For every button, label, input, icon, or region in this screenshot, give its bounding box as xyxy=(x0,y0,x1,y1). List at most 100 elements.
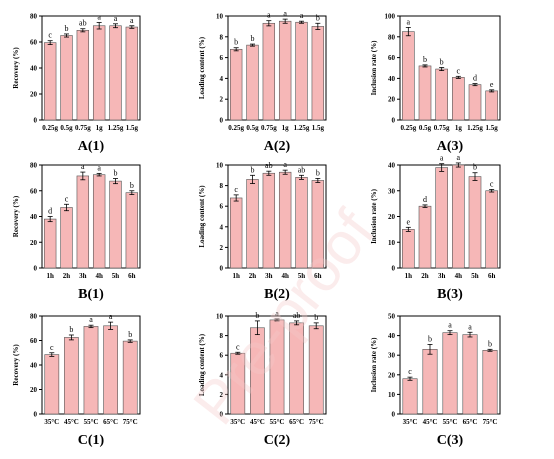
y-tick-label: 2 xyxy=(220,391,224,399)
bar xyxy=(402,31,415,121)
bar xyxy=(43,42,57,121)
x-tick-label: 1g xyxy=(455,124,463,132)
y-tick-label: 0 xyxy=(392,117,396,125)
bar xyxy=(485,190,498,269)
y-axis-label: Recovery (%) xyxy=(12,195,20,237)
significance-letter: b xyxy=(130,181,134,190)
bar xyxy=(44,354,60,415)
x-tick-label: 55°C xyxy=(270,418,285,426)
bar xyxy=(311,26,325,121)
significance-letter: c xyxy=(490,179,494,188)
y-tick-label: 0 xyxy=(392,265,396,273)
y-tick-label: 30 xyxy=(388,187,396,195)
bar xyxy=(76,29,90,121)
bar xyxy=(468,176,482,269)
significance-letter: b xyxy=(314,313,318,322)
significance-letter: b xyxy=(114,169,118,178)
x-tick-label: 0.25g xyxy=(400,124,416,132)
significance-letter: b xyxy=(488,339,492,348)
y-tick-label: 40 xyxy=(30,65,38,73)
significance-letter: b xyxy=(251,34,255,43)
bar xyxy=(246,179,259,269)
significance-letter: d xyxy=(473,74,477,83)
bar xyxy=(229,48,243,121)
x-tick-label: 1h xyxy=(46,272,54,280)
panel-B3: 0 10 20 30 40 Inclusion rate (%) e 1h d 2h a 3h a 4h b… xyxy=(370,153,501,302)
y-axis-label: Loading content (%) xyxy=(198,36,206,99)
bar xyxy=(462,334,478,415)
x-tick-label: 1.5g xyxy=(126,124,139,132)
panel-B1: 0 20 40 60 80 Recovery (%) d 1h c 2h a 3h a 4h b 5h b 6h B… xyxy=(12,162,141,302)
y-tick-label: 6 xyxy=(220,54,224,62)
x-tick-label: 0.75g xyxy=(75,124,91,132)
x-tick-label: 35°C xyxy=(44,418,59,426)
bar xyxy=(468,84,482,121)
significance-letter: a xyxy=(130,16,134,25)
y-tick-label: 30 xyxy=(388,352,396,360)
x-tick-label: 45°C xyxy=(64,418,79,426)
y-axis-label: Recovery (%) xyxy=(12,47,20,89)
y-tick-label: 0 xyxy=(34,265,38,273)
y-tick-label: 10 xyxy=(216,162,224,170)
x-tick-label: 35°C xyxy=(230,418,245,426)
significance-letter: a xyxy=(267,11,271,20)
bar xyxy=(246,44,259,121)
significance-letter: b xyxy=(255,311,259,320)
x-tick-label: 3h xyxy=(438,272,446,280)
bar xyxy=(83,326,99,415)
y-tick-label: 4 xyxy=(220,223,224,231)
bar xyxy=(125,26,139,121)
bar xyxy=(125,192,139,269)
bar xyxy=(43,218,57,269)
y-axis-label: Recovery (%) xyxy=(12,344,20,386)
x-tick-label: 45°C xyxy=(250,418,265,426)
significance-letter: b xyxy=(65,24,69,33)
panel-C2: 0 2 4 6 8 10 Loading content (%) c 35°C b 45°C a 55°… xyxy=(198,309,327,448)
x-tick-label: 2h xyxy=(249,272,257,280)
bar xyxy=(262,22,276,121)
x-tick-label: 4h xyxy=(95,272,103,280)
panel-label: C(2) xyxy=(264,433,291,448)
bar xyxy=(418,65,432,121)
y-axis-label: Loading content (%) xyxy=(198,185,206,248)
panel-label: B(3) xyxy=(437,287,463,302)
bar xyxy=(278,20,292,121)
panel-label: B(2) xyxy=(264,287,290,302)
bar xyxy=(402,378,418,415)
x-tick-label: 75°C xyxy=(123,418,138,426)
y-tick-label: 80 xyxy=(388,33,396,41)
bar xyxy=(109,25,122,121)
bar xyxy=(442,332,458,415)
bar xyxy=(308,325,324,415)
significance-letter: a xyxy=(97,163,101,172)
y-tick-label: 20 xyxy=(388,213,396,221)
x-tick-label: 0.25g xyxy=(228,124,244,132)
significance-letter: b xyxy=(128,330,132,339)
bar xyxy=(278,171,292,269)
x-tick-label: 0.5g xyxy=(419,124,432,132)
significance-letter: ab xyxy=(298,165,306,174)
x-tick-label: 2h xyxy=(421,272,429,280)
significance-letter: a xyxy=(275,309,279,318)
x-tick-label: 1g xyxy=(282,124,290,132)
significance-letter: a xyxy=(300,11,304,20)
y-tick-label: 6 xyxy=(220,352,224,360)
y-tick-label: 40 xyxy=(388,162,396,170)
significance-letter: b xyxy=(316,13,320,22)
significance-letter: b xyxy=(251,165,255,174)
x-tick-label: 0.75g xyxy=(261,124,277,132)
bar xyxy=(295,21,308,121)
significance-letter: b xyxy=(440,57,444,66)
bar xyxy=(422,349,438,415)
y-tick-label: 10 xyxy=(216,313,224,321)
x-tick-label: 55°C xyxy=(84,418,99,426)
y-tick-label: 50 xyxy=(388,313,396,321)
panel-label: C(1) xyxy=(78,433,105,448)
y-tick-label: 40 xyxy=(30,213,38,221)
panel-label: A(1) xyxy=(78,139,105,154)
significance-letter: a xyxy=(468,322,472,331)
significance-letter: b xyxy=(428,334,432,343)
x-tick-label: 0.25g xyxy=(42,124,58,132)
significance-letter: a xyxy=(109,312,113,321)
